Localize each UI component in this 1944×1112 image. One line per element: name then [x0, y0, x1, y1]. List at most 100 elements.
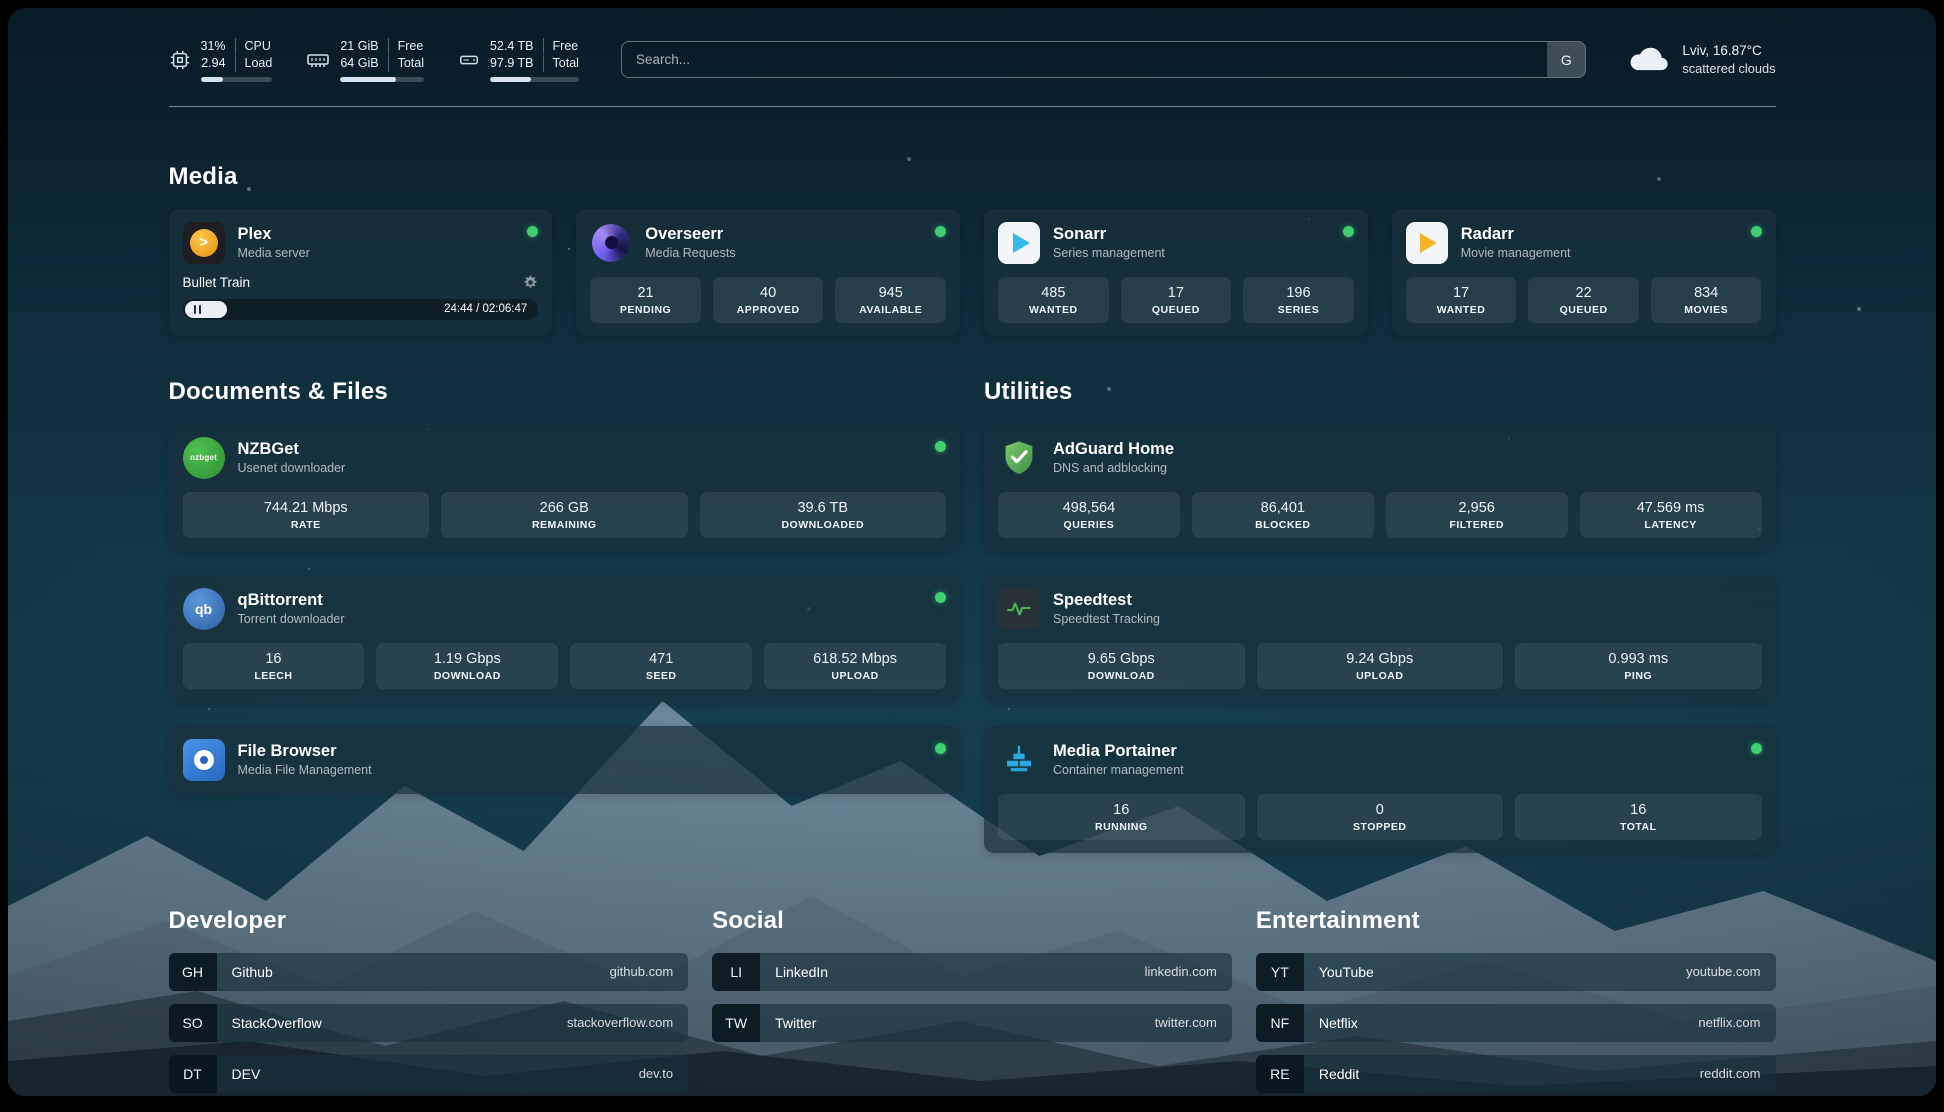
section-entertainment: Entertainment YT YouTube youtube.com NF … [1255, 906, 1776, 1097]
service-card-portainer[interactable]: Media Portainer Container management 16 R… [984, 725, 1776, 853]
service-name: AdGuard Home [1053, 439, 1175, 458]
service-desc: Torrent downloader [237, 612, 345, 627]
system-monitors: 31% CPU 2.94 Load [169, 38, 579, 82]
bookmark-abbr: RE [1255, 1054, 1304, 1093]
service-name: Sonarr [1053, 224, 1107, 243]
service-card-sonarr[interactable]: Sonarr Series management 485 WANTED 17 QUE… [984, 208, 1368, 336]
stat-filtered: 2,956 FILTERED [1385, 491, 1568, 538]
top-bar: 31% CPU 2.94 Load [169, 38, 1776, 82]
service-name: NZBGet [237, 439, 299, 458]
stat-queued: 22 QUEUED [1528, 276, 1639, 323]
bookmark-url: reddit.com [1699, 1066, 1761, 1081]
bookmark-abbr: DT [168, 1054, 217, 1093]
bookmark-reddit[interactable]: RE Reddit reddit.com [1255, 1054, 1776, 1093]
service-card-overseerr[interactable]: Overseerr Media Requests 21 PENDING 40 APP… [576, 208, 960, 336]
stat-ping: 0.993 ms PING [1515, 642, 1762, 689]
service-desc: DNS and adblocking [1053, 461, 1167, 476]
bookmark-abbr: NF [1255, 1003, 1304, 1042]
entertainment-section-title: Entertainment [1255, 906, 1420, 934]
portainer-icon [998, 739, 1040, 781]
bookmark-name: Netflix [1318, 1014, 1358, 1031]
status-dot [527, 225, 539, 237]
search-engine-button[interactable]: G [1547, 42, 1586, 78]
service-name: Plex [237, 224, 272, 243]
bookmark-url: youtube.com [1686, 964, 1761, 979]
bookmark-name: LinkedIn [775, 963, 829, 980]
service-card-radarr[interactable]: Radarr Movie management 17 WANTED 22 QUEUE… [1391, 208, 1776, 336]
bookmark-youtube[interactable]: YT YouTube youtube.com [1255, 952, 1776, 991]
filebrowser-icon [182, 738, 225, 781]
cpu-widget: 31% CPU 2.94 Load [169, 38, 273, 82]
stat-movies: 834 MOVIES [1650, 276, 1762, 323]
disk-total-label: Total [542, 55, 579, 72]
memory-total-label: Total [387, 55, 424, 72]
disk-icon [458, 49, 480, 71]
bookmark-abbr: YT [1255, 952, 1304, 991]
cpu-progress-bar [200, 76, 273, 82]
stat-downloaded: 39.6 TB DOWNLOADED [699, 491, 946, 538]
memory-icon [306, 48, 330, 72]
memory-free-value: 21 GiB [340, 39, 379, 53]
topbar-divider [168, 105, 1776, 107]
bookmark-url: netflix.com [1698, 1015, 1761, 1030]
bookmark-abbr: SO [168, 1003, 217, 1042]
weather-location: Lviv, 16.87°C [1682, 43, 1762, 58]
sonarr-icon [998, 221, 1040, 264]
service-desc: Series management [1053, 246, 1165, 261]
gear-icon[interactable] [523, 275, 538, 290]
stat-upload: 9.24 Gbps UPLOAD [1256, 642, 1503, 689]
bookmark-url: twitter.com [1154, 1015, 1217, 1030]
media-section-title: Media [168, 162, 238, 190]
service-card-nzbget[interactable]: nzbget NZBGet Usenet downloader 744.21 M… [168, 423, 960, 551]
status-dot [1750, 225, 1762, 237]
dashboard: 31% CPU 2.94 Load [8, 8, 1936, 1096]
stat-available: 945 AVAILABLE [835, 276, 946, 323]
bookmark-abbr: LI [712, 952, 761, 991]
service-name: Speedtest [1053, 590, 1132, 609]
bookmark-url: linkedin.com [1144, 964, 1217, 979]
service-name: qBittorrent [237, 590, 323, 609]
bookmark-name: StackOverflow [231, 1014, 322, 1031]
status-dot [1342, 225, 1354, 237]
now-playing-title: Bullet Train [182, 274, 251, 290]
weather-condition: scattered clouds [1682, 61, 1776, 77]
bookmark-twitter[interactable]: TW Twitter twitter.com [712, 1003, 1232, 1042]
pause-icon[interactable] [184, 300, 228, 318]
bookmark-name: Reddit [1318, 1065, 1360, 1082]
stat-wanted: 485 WANTED [998, 276, 1109, 323]
bookmark-abbr: TW [712, 1003, 761, 1042]
playback-time: 24:44 / 02:06:47 [444, 303, 528, 315]
documents-section-title: Documents & Files [168, 377, 388, 405]
overseerr-icon [590, 222, 632, 264]
cpu-usage-value: 31% [200, 39, 226, 53]
speedtest-icon [998, 587, 1040, 630]
service-card-speedtest[interactable]: Speedtest Speedtest Tracking 9.65 Gbps DO… [984, 574, 1776, 702]
status-dot [935, 591, 946, 603]
bookmark-stackoverflow[interactable]: SO StackOverflow stackoverflow.com [168, 1003, 689, 1042]
stat-blocked: 86,401 BLOCKED [1191, 491, 1374, 538]
bookmark-github[interactable]: GH Github github.com [168, 952, 689, 991]
service-name: Radarr [1460, 224, 1514, 243]
section-utilities: Utilities AdGu [984, 378, 1776, 853]
bookmark-netflix[interactable]: NF Netflix netflix.com [1255, 1003, 1776, 1042]
stat-latency: 47.569 ms LATENCY [1579, 491, 1762, 538]
playback-progress-bar[interactable]: 24:44 / 02:06:47 [182, 298, 539, 320]
bookmark-abbr: GH [168, 952, 217, 991]
bookmark-linkedin[interactable]: LI LinkedIn linkedin.com [712, 952, 1232, 991]
stat-pending: 21 PENDING [590, 276, 701, 323]
service-desc: Speedtest Tracking [1053, 612, 1161, 627]
memory-progress-bar [340, 76, 424, 82]
disk-progress-bar [489, 76, 579, 82]
stat-remaining: 266 GB REMAINING [441, 491, 688, 538]
stat-seed: 471 SEED [570, 642, 753, 689]
bookmark-name: Twitter [775, 1014, 817, 1031]
adguard-icon [998, 437, 1040, 479]
service-card-adguard[interactable]: AdGuard Home DNS and adblocking 498,564 Q… [984, 423, 1776, 551]
service-name: Overseerr [645, 224, 724, 243]
service-card-qbittorrent[interactable]: qb qBittorrent Torrent downloader 16 LEEC… [168, 574, 960, 702]
service-card-plex[interactable]: > Plex Media server Bullet Train [168, 208, 553, 336]
service-card-filebrowser[interactable]: File Browser Media File Management [168, 725, 960, 794]
stat-rate: 744.21 Mbps RATE [182, 491, 429, 538]
search-input[interactable] [620, 41, 1587, 79]
bookmark-dev[interactable]: DT DEV dev.to [168, 1054, 689, 1093]
